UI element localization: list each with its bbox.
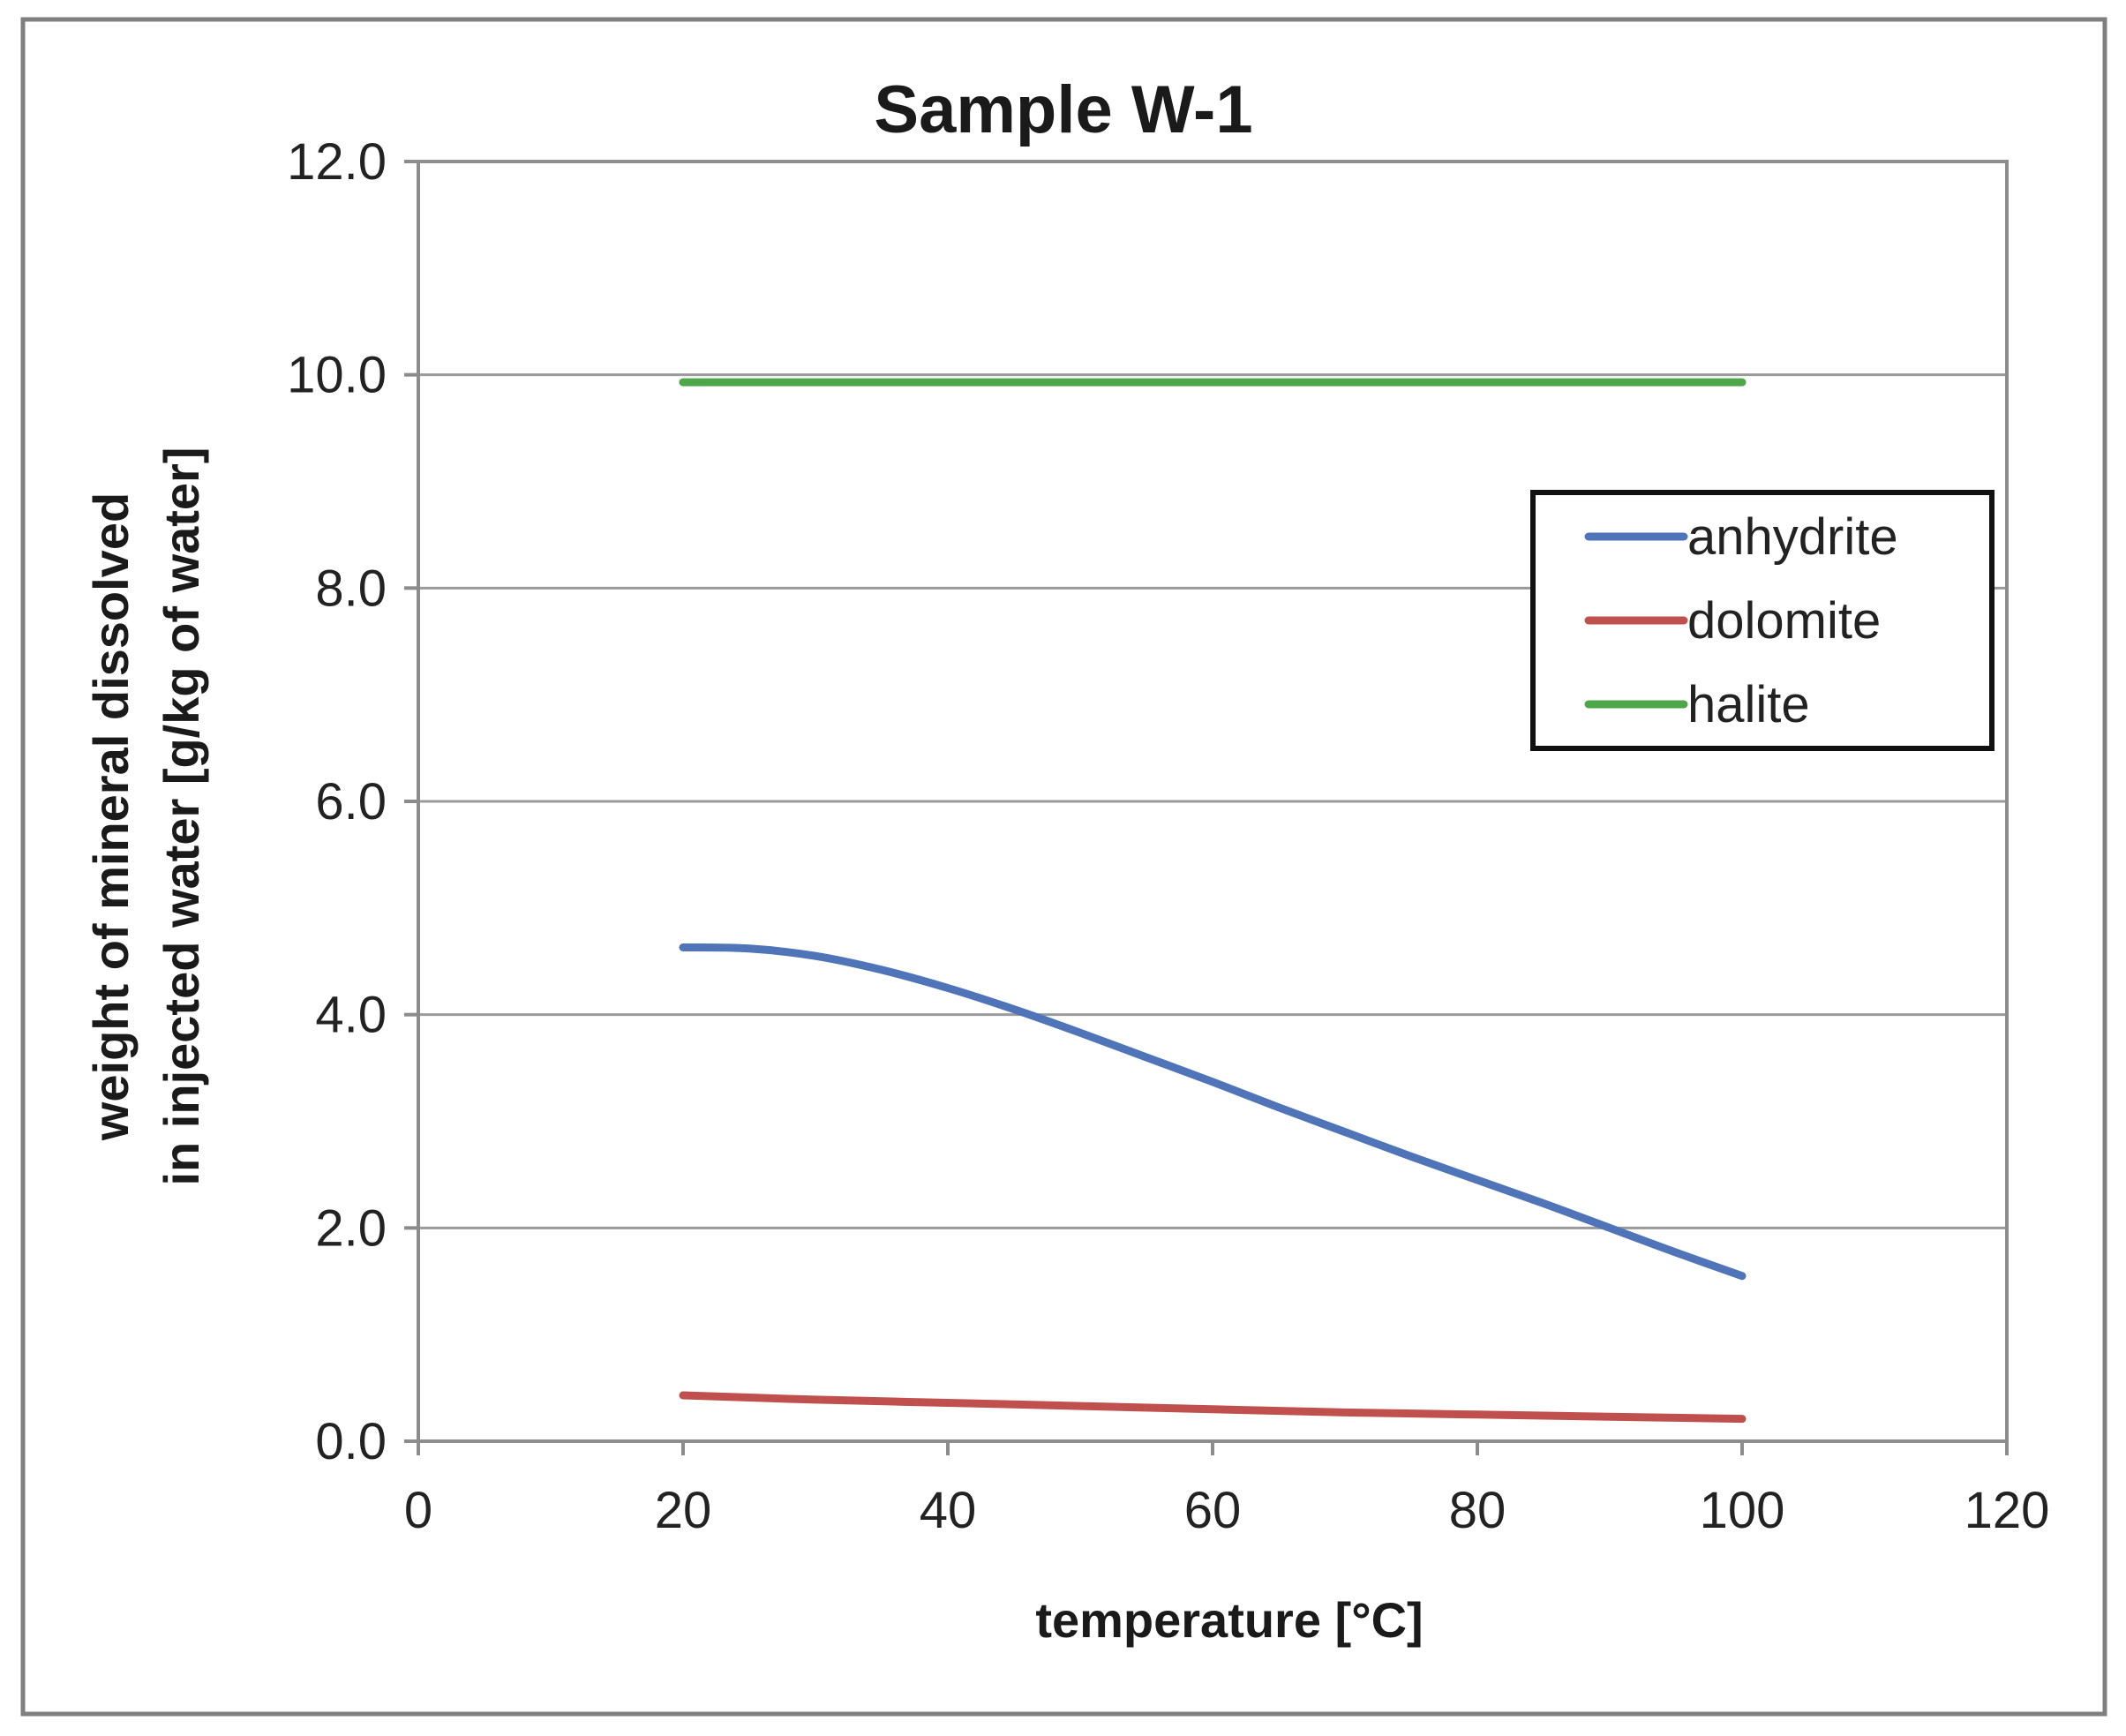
series-line-anhydrite <box>679 943 1747 1281</box>
y-tick-label: 0.0 <box>315 1413 387 1470</box>
x-tick-label: 100 <box>1700 1482 1785 1539</box>
y-axis-label-line2: in injected water [g/kg of water] <box>154 447 209 1185</box>
x-tick-label: 20 <box>655 1482 712 1539</box>
legend-label-halite: halite <box>1687 676 1810 733</box>
y-axis-label-line1: weight of mineral dissolved <box>83 492 139 1141</box>
x-tick-label: 80 <box>1449 1482 1506 1539</box>
y-tick-label: 8.0 <box>315 560 387 617</box>
x-axis-label: temperature [°C] <box>1035 1592 1423 1648</box>
series-line-dolomite <box>679 1391 1747 1424</box>
y-tick-label: 4.0 <box>315 987 387 1044</box>
y-tick-label: 2.0 <box>315 1199 387 1257</box>
x-tick-label: 120 <box>1964 1482 2050 1539</box>
legend: anhydrite dolomite halite <box>1530 490 1995 751</box>
y-tick-label: 10.0 <box>287 347 387 404</box>
x-axis-tick-labels: 0 20 40 60 80 100 120 <box>404 1482 2050 1539</box>
outer-border <box>20 17 2107 1717</box>
y-tick-label: 12.0 <box>287 133 387 191</box>
x-tick-label: 40 <box>920 1482 977 1539</box>
legend-label-dolomite: dolomite <box>1687 592 1881 650</box>
y-tick-label: 6.0 <box>315 773 387 830</box>
chart-title: Sample W-1 <box>874 72 1252 147</box>
gridlines <box>418 373 2007 1229</box>
x-tick-label: 60 <box>1184 1482 1242 1539</box>
series-lines <box>679 378 1747 1424</box>
legend-label-anhydrite: anhydrite <box>1687 508 1898 566</box>
y-axis-tick-labels: 0.0 2.0 4.0 6.0 8.0 10.0 12.0 <box>287 133 387 1470</box>
x-tick-label: 0 <box>404 1482 432 1539</box>
tick-marks <box>404 160 2009 1455</box>
